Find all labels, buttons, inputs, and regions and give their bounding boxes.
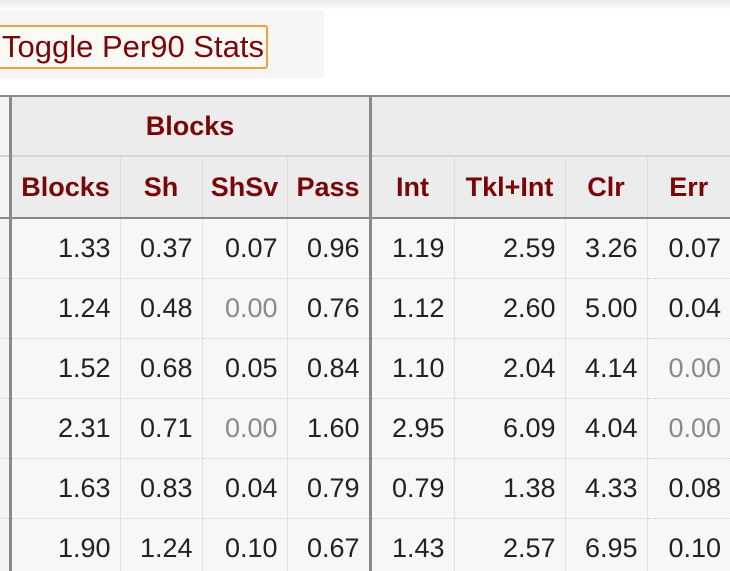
cell-tkl-int: 6.09 [453,398,566,459]
left-edge-cell [0,458,12,519]
table-row: 1.90 1.24 0.10 0.67 1.43 2.57 6.95 0.10 [0,518,730,571]
left-edge-cell [0,155,12,219]
cell-sh: 0.37 [119,218,202,279]
column-header-tkl-int[interactable]: Tkl+Int [453,155,566,219]
cell-clr: 6.95 [564,518,648,571]
cell-shsv: 0.05 [201,338,287,399]
cell-clr: 5.00 [564,278,648,339]
cell-blocks: 1.63 [9,458,120,519]
cell-blocks: 1.33 [9,218,120,279]
column-header-clr[interactable]: Clr [564,155,648,219]
cell-sh: 0.83 [119,458,202,519]
cell-tkl-int: 2.60 [453,278,566,339]
cell-int: 0.79 [368,458,455,519]
cell-blocks: 1.90 [9,518,120,571]
group-header-row: Blocks [0,95,730,156]
cell-pass: 0.67 [286,518,371,571]
cell-tkl-int: 1.38 [453,458,566,519]
cell-tkl-int: 2.57 [453,518,566,571]
table-row: 1.52 0.68 0.05 0.84 1.10 2.04 4.14 0.00 [0,338,730,399]
cell-blocks: 2.31 [9,398,120,459]
group-header-other [368,95,730,156]
cell-shsv: 0.04 [201,458,287,519]
cell-tkl-int: 2.59 [453,218,566,279]
column-header-blocks[interactable]: Blocks [9,155,120,219]
cell-err: 0.07 [646,218,730,279]
toggle-per90-button[interactable]: Toggle Per90 Stats [0,25,268,69]
left-edge-cell [0,518,12,571]
column-header-pass[interactable]: Pass [286,155,371,219]
cell-err: 0.10 [646,518,730,571]
table-row: 2.31 0.71 0.00 1.60 2.95 6.09 4.04 0.00 [0,398,730,459]
cell-int: 1.10 [368,338,455,399]
cell-err: 0.00 [646,338,730,399]
column-header-err[interactable]: Err [646,155,730,219]
cell-int: 2.95 [368,398,455,459]
toggle-bar: Toggle Per90 Stats [0,10,324,78]
cell-clr: 4.04 [564,398,648,459]
cell-pass: 1.60 [286,398,371,459]
cell-sh: 1.24 [119,518,202,571]
defensive-stats-table: Blocks Blocks Sh ShSv Pass Int Tkl+Int C… [0,95,730,571]
cell-err: 0.00 [646,398,730,459]
cell-blocks: 1.24 [9,278,120,339]
cell-shsv: 0.00 [201,398,287,459]
top-shadow [0,0,730,10]
cell-err: 0.08 [646,458,730,519]
cell-sh: 0.48 [119,278,202,339]
left-edge-cell [0,218,12,279]
left-edge-cell [0,278,12,339]
table-row: 1.33 0.37 0.07 0.96 1.19 2.59 3.26 0.07 [0,218,730,279]
cell-pass: 0.96 [286,218,371,279]
table-row: 1.24 0.48 0.00 0.76 1.12 2.60 5.00 0.04 [0,278,730,339]
left-edge-cell [0,95,12,156]
cell-int: 1.19 [368,218,455,279]
cell-pass: 0.84 [286,338,371,399]
cell-shsv: 0.00 [201,278,287,339]
column-header-shsv[interactable]: ShSv [201,155,287,219]
left-edge-cell [0,338,12,399]
column-header-row: Blocks Sh ShSv Pass Int Tkl+Int Clr Err [0,155,730,219]
cell-tkl-int: 2.04 [453,338,566,399]
cell-pass: 0.76 [286,278,371,339]
cell-blocks: 1.52 [9,338,120,399]
column-header-int[interactable]: Int [368,155,455,219]
cell-err: 0.04 [646,278,730,339]
left-edge-cell [0,398,12,459]
column-header-sh[interactable]: Sh [119,155,202,219]
table-row: 1.63 0.83 0.04 0.79 0.79 1.38 4.33 0.08 [0,458,730,519]
cell-int: 1.12 [368,278,455,339]
stats-table-container[interactable]: Blocks Blocks Sh ShSv Pass Int Tkl+Int C… [0,95,730,571]
cell-int: 1.43 [368,518,455,571]
cell-sh: 0.68 [119,338,202,399]
cell-pass: 0.79 [286,458,371,519]
group-header-blocks: Blocks [10,95,371,156]
cell-shsv: 0.10 [201,518,287,571]
cell-clr: 4.33 [564,458,648,519]
cell-clr: 4.14 [564,338,648,399]
cell-clr: 3.26 [564,218,648,279]
cell-sh: 0.71 [119,398,202,459]
cell-shsv: 0.07 [201,218,287,279]
